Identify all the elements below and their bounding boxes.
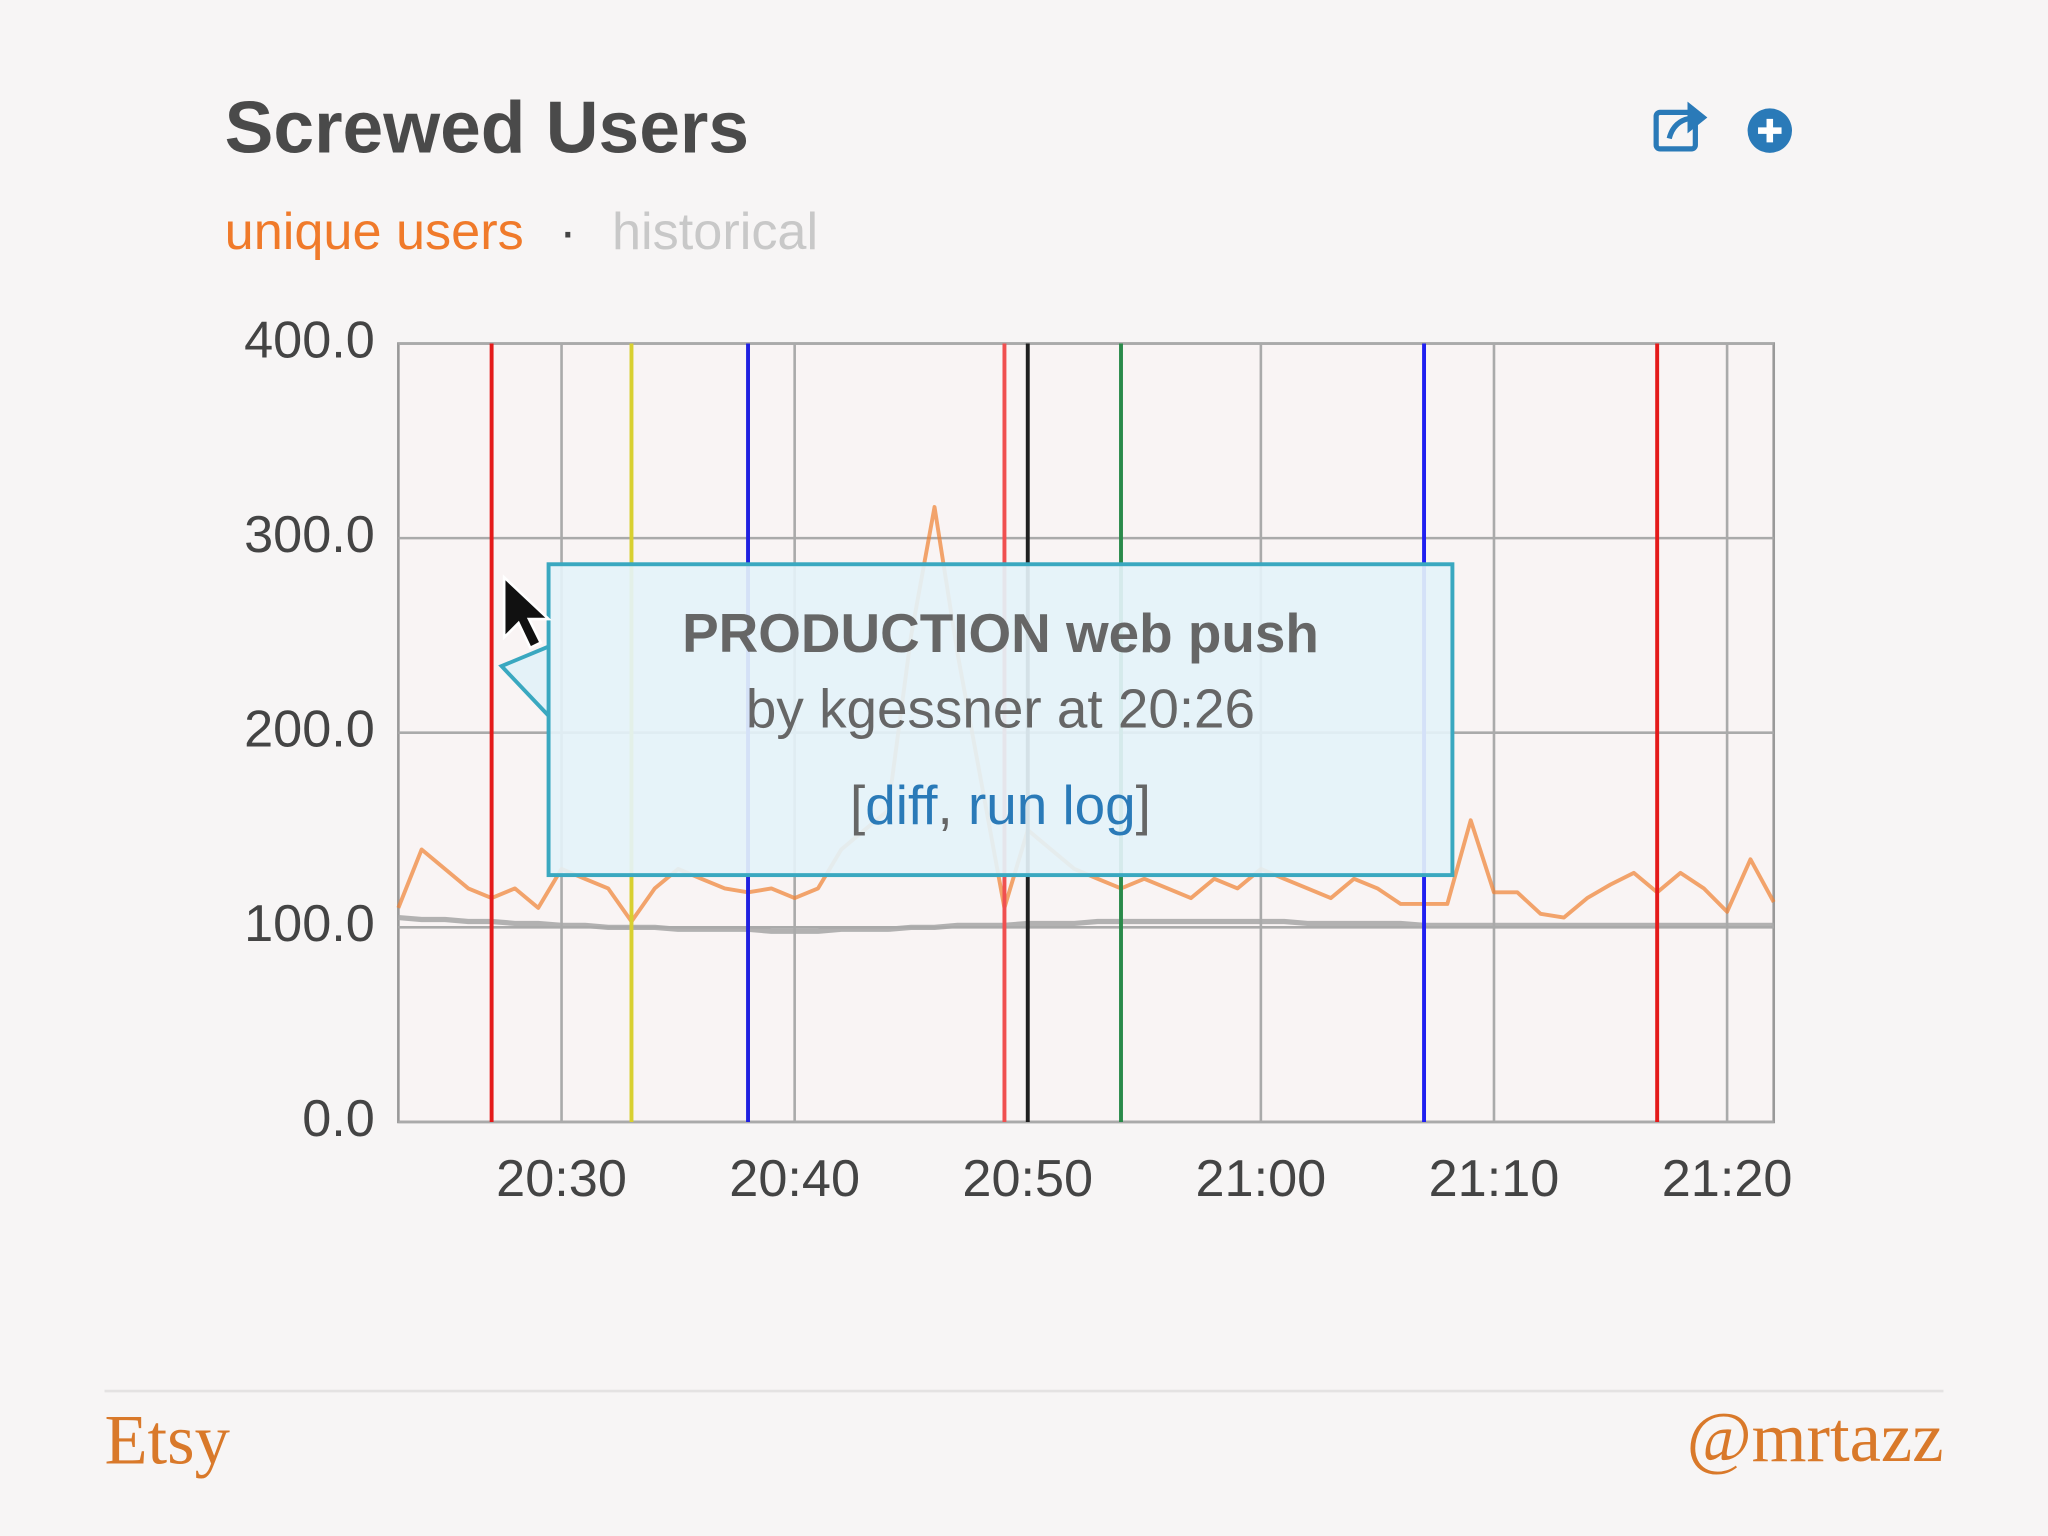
separator: , [937,774,967,836]
footer-brand: Etsy [104,1401,229,1479]
x-tick-label: 21:10 [1429,1150,1560,1208]
x-tick-label: 21:20 [1662,1150,1793,1208]
x-tick-label: 21:00 [1196,1150,1327,1208]
footer-handle: @mrtazz [1687,1399,1944,1477]
add-icon[interactable] [1747,108,1792,153]
y-tick-label: 400.0 [244,311,375,369]
x-tick-label: 20:50 [962,1150,1093,1208]
y-tick-label: 100.0 [244,895,375,953]
share-icon[interactable] [1653,101,1708,152]
bracket: ] [1136,774,1151,836]
link[interactable]: diff [865,774,938,836]
y-tick-label: 200.0 [244,701,375,759]
bracket: [ [850,774,865,836]
y-tick-label: 0.0 [302,1090,375,1148]
legend: unique users · historical [225,203,818,261]
x-tick-label: 20:40 [729,1150,860,1208]
mouse-cursor [502,574,552,650]
tooltip-box [546,562,1455,878]
tooltip-title: PRODUCTION web push [682,602,1319,664]
legend-entry: unique users [225,203,524,261]
data-line [398,914,1774,934]
tooltip-links: [diff, run log] [850,774,1151,836]
tooltip-pointer [498,644,550,718]
legend-entry: historical [612,203,818,261]
tooltip: PRODUCTION web push by kgessner at 20:26… [498,562,1455,878]
legend-separator: · [559,203,576,261]
tooltip-subtitle: by kgessner at 20:26 [746,678,1255,740]
y-tick-label: 300.0 [244,506,375,564]
x-tick-label: 20:30 [496,1150,627,1208]
link[interactable]: run log [968,774,1136,836]
chart-title: Screwed Users [225,88,749,169]
